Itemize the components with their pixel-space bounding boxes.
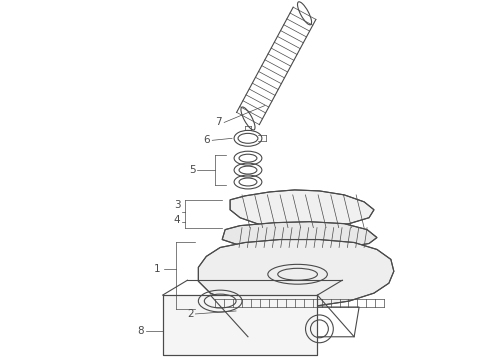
Text: 5: 5 [189, 165, 196, 175]
Text: 1: 1 [154, 264, 161, 274]
Text: 6: 6 [204, 135, 210, 145]
Polygon shape [222, 222, 377, 249]
Text: 2: 2 [187, 309, 194, 319]
Text: 4: 4 [174, 215, 180, 225]
Polygon shape [230, 190, 374, 228]
Text: 3: 3 [174, 200, 180, 210]
Text: 8: 8 [137, 326, 144, 336]
Polygon shape [163, 295, 318, 355]
Polygon shape [198, 239, 394, 307]
Text: 7: 7 [216, 117, 222, 127]
